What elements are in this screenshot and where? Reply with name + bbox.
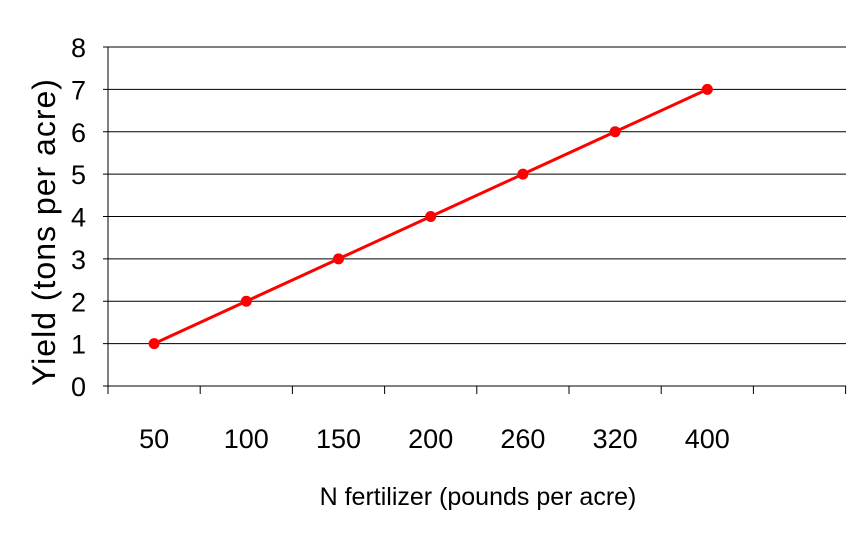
data-point (701, 83, 713, 95)
y-axis-title: Yield (tons per acre) (26, 78, 62, 386)
x-tick-label: 50 (139, 424, 169, 454)
data-point (240, 295, 252, 307)
x-tick-label: 100 (224, 424, 269, 454)
y-tick-label: 4 (71, 203, 86, 233)
data-point (609, 126, 621, 138)
data-point (148, 338, 160, 350)
y-tick-label: 0 (71, 372, 86, 402)
series (148, 83, 713, 350)
y-tick-label: 6 (71, 118, 86, 148)
x-tick-label: 320 (593, 424, 638, 454)
y-tick-label: 3 (71, 245, 86, 275)
x-tick-label: 200 (408, 424, 453, 454)
data-point (517, 168, 529, 180)
axes (103, 46, 847, 394)
x-tick-label: 150 (316, 424, 361, 454)
x-tick-labels: 50 100 150 200 260 320 400 (139, 424, 730, 454)
y-tick-label: 2 (71, 287, 86, 317)
y-tick-label: 7 (71, 75, 86, 105)
y-tick-labels: 0 1 2 3 4 5 6 7 8 (71, 33, 86, 402)
y-tick-label: 1 (71, 330, 86, 360)
y-tick-label: 8 (71, 33, 86, 63)
x-tick-label: 260 (500, 424, 545, 454)
data-point (333, 253, 344, 265)
x-axis-title: N fertilizer (pounds per acre) (320, 483, 637, 511)
data-point (425, 211, 437, 222)
gridlines (108, 46, 846, 345)
x-tick-label: 400 (685, 424, 730, 454)
y-tick-label: 5 (71, 160, 86, 190)
